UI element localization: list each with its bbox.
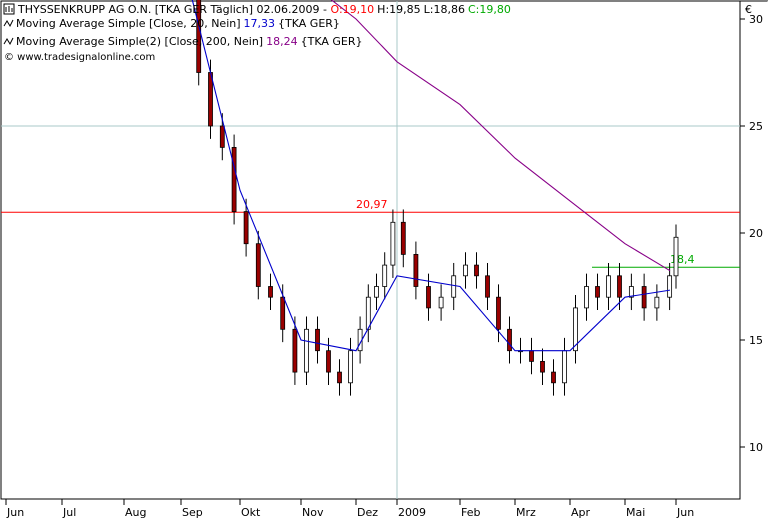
candle-body bbox=[243, 211, 249, 245]
candle-body bbox=[451, 275, 457, 298]
candle-body bbox=[382, 264, 388, 287]
candle-body bbox=[595, 286, 600, 298]
ma200-legend-suffix: {TKA GER} bbox=[301, 35, 363, 48]
candle-body bbox=[315, 328, 320, 352]
candle-body bbox=[606, 275, 611, 298]
header-title-line: THYSSENKRUPP AG O.N. [TKA GER Täglich] 0… bbox=[17, 3, 511, 16]
candle-body bbox=[374, 286, 379, 298]
x-axis: Jun Jul Aug Sep Okt Nov Dez 2009 Feb Mrz Apr Mai Jun bbox=[5, 499, 694, 519]
candle-body bbox=[219, 125, 225, 148]
header-line-2: Moving Average Simple [Close, 20, Nein] 1… bbox=[3, 17, 340, 30]
ma200-line bbox=[330, 0, 671, 272]
candle-body bbox=[208, 72, 213, 127]
candle-body bbox=[562, 350, 567, 384]
candle-body bbox=[413, 253, 419, 287]
candle-body bbox=[337, 371, 342, 384]
x-tick-label: Dez bbox=[357, 506, 378, 519]
currency-label: € bbox=[745, 3, 752, 16]
chart-header: THYSSENKRUPP AG O.N. [TKA GER Täglich] 0… bbox=[3, 3, 752, 63]
candle-body bbox=[426, 286, 431, 309]
ma20-legend-label: Moving Average Simple [Close, 20, Nein] bbox=[16, 17, 241, 30]
candle-body bbox=[507, 328, 512, 352]
ma200-legend-value: 18,24 bbox=[266, 35, 298, 48]
x-tick-label: Apr bbox=[571, 506, 591, 519]
x-tick-label: Sep bbox=[182, 506, 203, 519]
candle-body bbox=[268, 286, 273, 298]
ma200-legend-icon bbox=[3, 37, 14, 46]
bar-icon-strokes bbox=[5, 6, 13, 12]
candle-body bbox=[617, 275, 622, 298]
ohlc-high: H:19,85 bbox=[377, 3, 420, 16]
x-tick-label: Nov bbox=[302, 506, 324, 519]
x-tick-label: Feb bbox=[461, 506, 480, 519]
candle-body bbox=[573, 307, 578, 352]
candle-body bbox=[584, 286, 589, 309]
candle-body bbox=[365, 296, 371, 330]
x-tick-label: Okt bbox=[241, 506, 261, 519]
x-tick-label: Mrz bbox=[516, 506, 536, 519]
header-line-1: THYSSENKRUPP AG O.N. [TKA GER Täglich] 0… bbox=[3, 3, 511, 16]
candle-body bbox=[496, 296, 501, 330]
candle-body bbox=[641, 286, 647, 309]
x-tick-label: Jun bbox=[676, 506, 694, 519]
candlestick-series bbox=[196, 0, 679, 396]
candle-body bbox=[292, 328, 298, 373]
resistance-label: 20,97 bbox=[356, 198, 388, 211]
ma200-series bbox=[330, 0, 671, 272]
ma20-legend-icon bbox=[3, 19, 14, 28]
candle-body bbox=[463, 264, 468, 277]
y-tick-label: 15 bbox=[749, 334, 763, 347]
ma20-legend-line: Moving Average Simple [Close, 20, Nein] 1… bbox=[16, 17, 340, 30]
x-tick-label: Jul bbox=[62, 506, 76, 519]
candle-body bbox=[529, 350, 534, 362]
y-tick-label: 25 bbox=[749, 120, 763, 133]
y-tick-label: 30 bbox=[749, 13, 763, 26]
candle-body bbox=[304, 328, 309, 373]
candle-body bbox=[654, 296, 660, 309]
x-tick-label: Aug bbox=[125, 506, 146, 519]
x-tick-label: Mai bbox=[626, 506, 645, 519]
candle-body bbox=[667, 275, 673, 298]
candle-body bbox=[474, 264, 479, 277]
ma200-legend-line: Moving Average Simple(2) [Close, 200, Ne… bbox=[16, 35, 362, 48]
candle-body bbox=[255, 243, 261, 287]
ohlc-low: L:18,86 bbox=[424, 3, 465, 16]
grid-lines bbox=[1, 1, 740, 499]
y-tick-label: 10 bbox=[749, 441, 763, 454]
candle-body bbox=[231, 146, 237, 212]
x-tick-label: 2009 bbox=[398, 506, 426, 519]
candle-body bbox=[348, 350, 353, 384]
ma20-line bbox=[191, 0, 671, 352]
ma20-legend-suffix: {TKA GER} bbox=[278, 17, 340, 30]
header-line-3: Moving Average Simple(2) [Close, 200, Ne… bbox=[3, 35, 362, 48]
candle-body bbox=[326, 350, 331, 373]
candle-body bbox=[390, 221, 396, 266]
candle-body bbox=[551, 371, 556, 384]
ma200-legend-label: Moving Average Simple(2) [Close, 200, Ne… bbox=[16, 35, 263, 48]
y-axis: 1015202530354045 bbox=[740, 13, 763, 454]
ma20-series bbox=[191, 0, 671, 352]
ohlc-close: C:19,80 bbox=[468, 3, 511, 16]
candle-body bbox=[438, 296, 444, 309]
candle-body bbox=[628, 286, 634, 298]
y-tick-label: 20 bbox=[749, 227, 763, 240]
candle-body bbox=[540, 360, 545, 373]
ma20-legend-value: 17,33 bbox=[244, 17, 276, 30]
candle-body bbox=[673, 236, 679, 277]
copyright-text: © www.tradesignalonline.com bbox=[4, 52, 155, 63]
candle-body bbox=[280, 296, 286, 330]
ohlc-open: O:19,10 bbox=[331, 3, 375, 16]
candle-body bbox=[485, 275, 490, 298]
bar-chart-icon bbox=[3, 3, 15, 15]
plot-frame bbox=[0, 0, 741, 500]
candle-body bbox=[400, 221, 406, 255]
header-title: THYSSENKRUPP AG O.N. [TKA GER Täglich] 0… bbox=[17, 3, 331, 16]
x-tick-label: Jun bbox=[6, 506, 24, 519]
